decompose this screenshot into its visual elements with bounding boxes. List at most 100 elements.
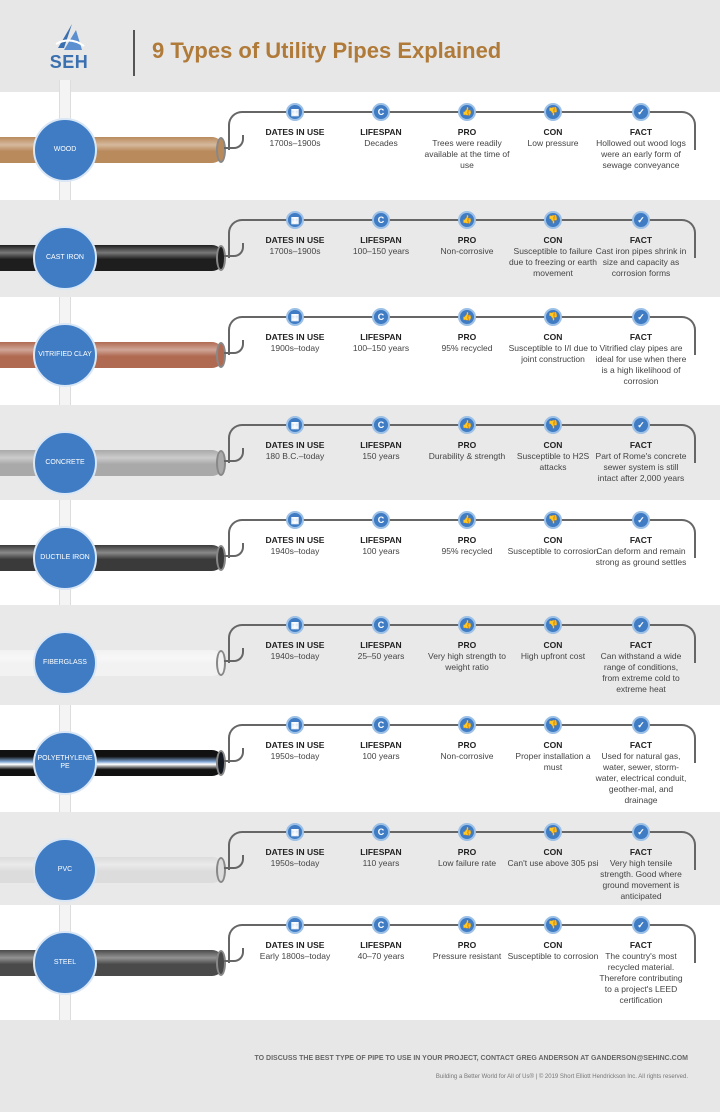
column-label: CON bbox=[543, 535, 563, 545]
column-value: Very high tensile strength. Good where g… bbox=[600, 858, 682, 901]
pipe-row: POLYETHYLENE PE ▦ DATES IN USE 1950s–today C… bbox=[0, 705, 720, 812]
calendar-icon: ▦ bbox=[286, 823, 304, 841]
column-label: FACT bbox=[629, 235, 653, 245]
column-label: LIFESPAN bbox=[360, 127, 402, 137]
column-value: 1940s–today bbox=[270, 651, 320, 661]
info-column-pro: 👍 PRO Trees were readily available at the … bbox=[421, 103, 513, 171]
column-value: 100 years bbox=[362, 751, 400, 761]
column-label: DATES IN USE bbox=[265, 332, 325, 342]
thumbs-up-icon: 👍 bbox=[458, 823, 476, 841]
column-value: Non-corrosive bbox=[440, 751, 494, 761]
column-label: LIFESPAN bbox=[360, 940, 402, 950]
column-value: 40–70 years bbox=[357, 951, 405, 961]
thumbs-up-icon: 👍 bbox=[458, 211, 476, 229]
info-column-lifespan: C LIFESPAN 40–70 years bbox=[335, 916, 427, 962]
thumbs-down-icon: 👎 bbox=[544, 211, 562, 229]
thumbs-down-icon: 👎 bbox=[544, 716, 562, 734]
thumbs-down-icon: 👎 bbox=[544, 511, 562, 529]
calendar-icon: ▦ bbox=[286, 716, 304, 734]
column-label: DATES IN USE bbox=[265, 440, 325, 450]
thumbs-up-icon: 👍 bbox=[458, 416, 476, 434]
calendar-icon: ▦ bbox=[286, 916, 304, 934]
calendar-icon: ▦ bbox=[286, 308, 304, 326]
thumbs-down-icon: 👎 bbox=[544, 823, 562, 841]
column-label: DATES IN USE bbox=[265, 640, 325, 650]
column-label: FACT bbox=[629, 940, 653, 950]
thumbs-up-icon: 👍 bbox=[458, 616, 476, 634]
info-column-con: 👎 CON Susceptible to corrosion bbox=[507, 916, 599, 962]
checkmark-icon: ✓ bbox=[632, 416, 650, 434]
checkmark-icon: ✓ bbox=[632, 823, 650, 841]
column-label: DATES IN USE bbox=[265, 535, 325, 545]
pipe-row: VITRIFIED CLAY ▦ DATES IN USE 1900s–today C L… bbox=[0, 297, 720, 405]
info-column-con: 👎 CON Susceptible to H2S attacks bbox=[507, 416, 599, 473]
pipe-name-badge: POLYETHYLENE PE bbox=[33, 731, 97, 795]
checkmark-icon: ✓ bbox=[632, 916, 650, 934]
info-column-lifespan: C LIFESPAN 25–50 years bbox=[335, 616, 427, 662]
column-label: CON bbox=[543, 940, 563, 950]
column-label: CON bbox=[543, 640, 563, 650]
column-label: FACT bbox=[629, 847, 653, 857]
info-column-pro: 👍 PRO Non-corrosive bbox=[421, 716, 513, 762]
column-value: 1950s–today bbox=[270, 858, 320, 868]
pipe-end bbox=[216, 545, 226, 571]
pipe-row: CONCRETE ▦ DATES IN USE 180 B.C.–today C LIFE… bbox=[0, 405, 720, 500]
info-column-dates-in-use: ▦ DATES IN USE 1950s–today bbox=[249, 823, 341, 869]
column-value: Decades bbox=[364, 138, 398, 148]
column-value: Can't use above 305 psi bbox=[507, 858, 599, 868]
info-column-fact: ✓ FACT The country's most recycled materia… bbox=[595, 916, 687, 1006]
pipe-end bbox=[216, 137, 226, 163]
seh-logo: SEH bbox=[44, 22, 94, 78]
column-value: Susceptible to corrosion bbox=[507, 951, 599, 961]
column-value: Susceptible to failure due to freezing o… bbox=[509, 246, 597, 278]
info-column-fact: ✓ FACT Part of Rome's concrete sewer syste… bbox=[595, 416, 687, 484]
thumbs-up-icon: 👍 bbox=[458, 308, 476, 326]
pipe-name-badge: STEEL bbox=[33, 931, 97, 995]
info-column-lifespan: C LIFESPAN 100–150 years bbox=[335, 211, 427, 257]
info-column-dates-in-use: ▦ DATES IN USE 1900s–today bbox=[249, 308, 341, 354]
info-column-pro: 👍 PRO Very high strength to weight ratio bbox=[421, 616, 513, 673]
pipe-name-badge: CAST IRON bbox=[33, 226, 97, 290]
column-label: CON bbox=[543, 332, 563, 342]
column-label: PRO bbox=[457, 127, 477, 137]
column-label: CON bbox=[543, 740, 563, 750]
info-column-dates-in-use: ▦ DATES IN USE 1940s–today bbox=[249, 616, 341, 662]
pipe-row: CAST IRON ▦ DATES IN USE 1700s–1900s C LIFESP… bbox=[0, 200, 720, 297]
column-label: FACT bbox=[629, 640, 653, 650]
info-column-dates-in-use: ▦ DATES IN USE 1700s–1900s bbox=[249, 103, 341, 149]
checkmark-icon: ✓ bbox=[632, 308, 650, 326]
page-title: 9 Types of Utility Pipes Explained bbox=[152, 38, 502, 63]
column-label: PRO bbox=[457, 440, 477, 450]
column-value: Can deform and remain strong as ground s… bbox=[595, 546, 687, 567]
column-value: Hollowed out wood logs were an early for… bbox=[596, 138, 686, 170]
info-column-fact: ✓ FACT Very high tensile strength. Good wh… bbox=[595, 823, 687, 902]
info-column-lifespan: C LIFESPAN Decades bbox=[335, 103, 427, 149]
info-column-lifespan: C LIFESPAN 100 years bbox=[335, 511, 427, 557]
pipe-end bbox=[216, 950, 226, 976]
column-value: 150 years bbox=[362, 451, 400, 461]
column-label: PRO bbox=[457, 235, 477, 245]
pipe-row: FIBERGLASS ▦ DATES IN USE 1940s–today C LIFES… bbox=[0, 605, 720, 705]
lifespan-cycle-icon: C bbox=[372, 916, 390, 934]
column-label: PRO bbox=[457, 847, 477, 857]
column-value: High upfront cost bbox=[520, 651, 586, 661]
calendar-icon: ▦ bbox=[286, 103, 304, 121]
column-value: 1700s–1900s bbox=[269, 138, 321, 148]
info-column-lifespan: C LIFESPAN 110 years bbox=[335, 823, 427, 869]
seh-logo-mark-icon bbox=[55, 24, 85, 50]
info-column-pro: 👍 PRO 95% recycled bbox=[421, 511, 513, 557]
thumbs-down-icon: 👎 bbox=[544, 616, 562, 634]
pipe-row: STEEL ▦ DATES IN USE Early 1800s–today C LIFE… bbox=[0, 905, 720, 1020]
column-label: FACT bbox=[629, 740, 653, 750]
thumbs-up-icon: 👍 bbox=[458, 716, 476, 734]
column-value: Early 1800s–today bbox=[259, 951, 331, 961]
pipe-row: WOOD ▦ DATES IN USE 1700s–1900s C LIFESPAN Dec… bbox=[0, 92, 720, 200]
column-value: 95% recycled bbox=[441, 546, 493, 556]
column-value: 95% recycled bbox=[441, 343, 493, 353]
calendar-icon: ▦ bbox=[286, 211, 304, 229]
info-column-lifespan: C LIFESPAN 100–150 years bbox=[335, 308, 427, 354]
column-value: 1700s–1900s bbox=[269, 246, 321, 256]
column-label: DATES IN USE bbox=[265, 847, 325, 857]
column-label: CON bbox=[543, 847, 563, 857]
checkmark-icon: ✓ bbox=[632, 511, 650, 529]
